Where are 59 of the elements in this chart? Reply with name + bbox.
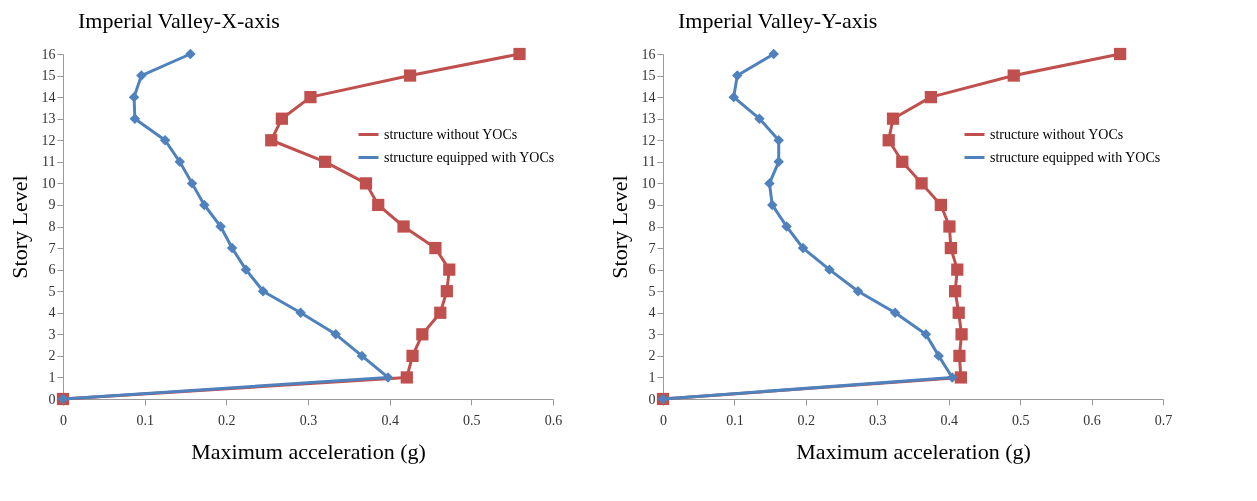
y-tick-label: 6 — [48, 262, 56, 278]
y-tick-label: 15 — [641, 68, 656, 84]
x-tick-label: 0.4 — [381, 412, 399, 428]
x-tick-label: 0.3 — [299, 412, 318, 428]
x-tick-label: 0.6 — [1083, 412, 1101, 428]
x-tick-label: 0 — [660, 412, 667, 428]
y-tick-label: 3 — [48, 326, 56, 342]
x-tick-label: 0.6 — [544, 412, 563, 428]
y-tick-label: 6 — [648, 262, 656, 278]
y-tick-label: 12 — [641, 132, 656, 148]
y-tick-label: 15 — [41, 68, 56, 84]
y-tick-label: 7 — [48, 240, 56, 256]
y-tick-label: 4 — [48, 305, 56, 321]
y-tick-label: 2 — [48, 348, 56, 364]
y-tick-label: 16 — [641, 46, 656, 62]
y-tick-label: 11 — [642, 154, 656, 170]
y-tick-label: 0 — [48, 391, 56, 407]
legend-label: structure without YOCs — [990, 126, 1124, 142]
y-tick-label: 10 — [641, 175, 656, 191]
x-tick-label: 0.5 — [1011, 412, 1030, 428]
y-tick-label: 10 — [41, 175, 56, 191]
x-axis-title: Maximum acceleration (g) — [191, 438, 426, 464]
y-tick-label: 13 — [41, 111, 56, 127]
chart-title: Imperial Valley-Y-axis — [678, 8, 878, 33]
y-axis-title: Story Level — [6, 175, 32, 279]
y-tick-label: 7 — [648, 240, 656, 256]
y-tick-label: 2 — [648, 348, 656, 364]
x-tick-label: 0.5 — [463, 412, 481, 428]
x-tick-label: 0.1 — [726, 412, 744, 428]
y-axis-title: Story Level — [606, 175, 632, 279]
y-tick-label: 8 — [48, 219, 56, 234]
x-tick-label: 0.3 — [869, 412, 887, 428]
y-tick-label: 5 — [48, 283, 56, 299]
x-tick-label: 0.7 — [1154, 412, 1173, 428]
y-tick-label: 9 — [48, 197, 56, 213]
legend-label: structure without YOCs — [384, 126, 518, 142]
y-tick-label: 1 — [48, 369, 56, 385]
y-tick-label: 12 — [41, 132, 56, 148]
x-tick-label: 0 — [60, 412, 67, 428]
legend-label: structure equipped with YOCs — [384, 149, 555, 165]
x-axis-title: Maximum acceleration (g) — [796, 438, 1031, 464]
y-tick-label: 3 — [648, 326, 656, 342]
y-tick-label: 0 — [648, 391, 656, 407]
y-tick-label: 8 — [648, 219, 656, 234]
y-tick-label: 1 — [648, 369, 656, 385]
x-tick-label: 0.1 — [136, 412, 154, 428]
legend-label: structure equipped with YOCs — [990, 149, 1161, 165]
x-tick-label: 0.2 — [797, 412, 816, 428]
y-tick-label: 13 — [641, 111, 656, 127]
y-tick-label: 14 — [641, 89, 656, 105]
y-tick-label: 16 — [41, 46, 56, 62]
y-tick-label: 9 — [648, 197, 656, 213]
x-tick-label: 0.4 — [940, 412, 958, 428]
x-tick-label: 0.2 — [218, 412, 236, 428]
y-tick-label: 14 — [41, 89, 56, 105]
y-tick-label: 5 — [648, 283, 656, 299]
y-tick-label: 11 — [42, 154, 56, 170]
chart-title: Imperial Valley-X-axis — [78, 8, 280, 33]
y-tick-label: 4 — [648, 305, 656, 321]
